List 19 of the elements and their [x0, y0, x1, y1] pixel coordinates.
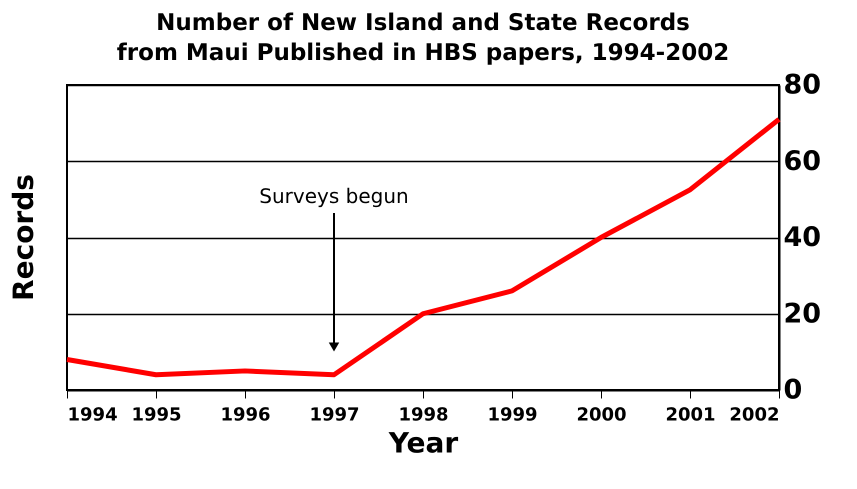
x-axis-title: Year	[388, 426, 458, 460]
annotation: Surveys begun	[259, 184, 409, 208]
y-tick-label: 0	[784, 374, 802, 406]
x-tick-label: 1999	[487, 404, 538, 426]
x-tick-label: 2000	[576, 404, 627, 426]
y-tick-label: 40	[784, 222, 822, 253]
y-tick-label: 20	[784, 298, 822, 330]
text: Number of New Island and State Records	[156, 10, 690, 36]
x-tick-label: 1996	[220, 404, 271, 426]
x-tick-label: 2002	[729, 404, 780, 426]
x-tick-label: 2001	[665, 404, 716, 426]
y-tick-label: 80	[784, 70, 822, 100]
text: from Maui Published in HBS papers, 1994-2002	[116, 40, 730, 66]
x-tick-label: 1998	[398, 404, 449, 426]
x-tick-label: 1995	[131, 404, 182, 426]
x-tick-label: 1997	[309, 404, 360, 426]
x-tick-label: 1994	[68, 404, 118, 426]
y-tick-label: 60	[784, 146, 822, 177]
y-axis-title: Records	[7, 174, 40, 301]
